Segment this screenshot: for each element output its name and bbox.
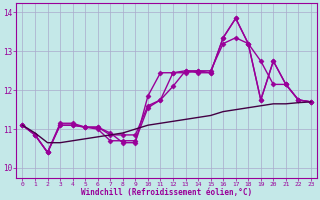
- X-axis label: Windchill (Refroidissement éolien,°C): Windchill (Refroidissement éolien,°C): [81, 188, 252, 197]
